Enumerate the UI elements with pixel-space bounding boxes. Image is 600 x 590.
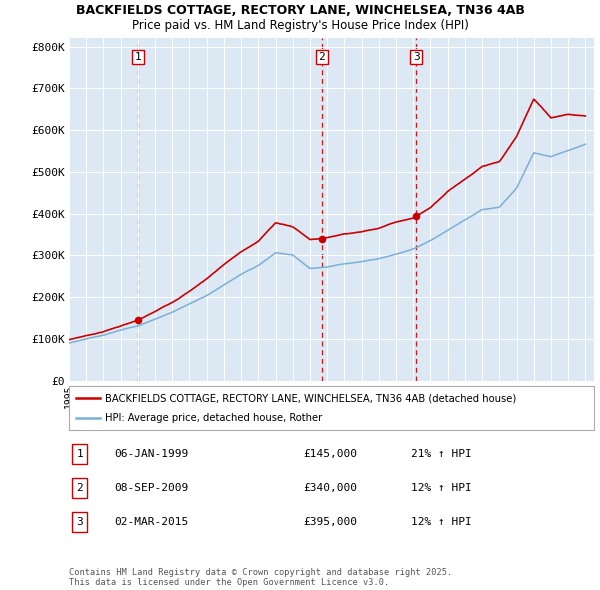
Text: £395,000: £395,000	[303, 517, 357, 527]
Text: BACKFIELDS COTTAGE, RECTORY LANE, WINCHELSEA, TN36 4AB (detached house): BACKFIELDS COTTAGE, RECTORY LANE, WINCHE…	[105, 393, 516, 403]
Text: HPI: Average price, detached house, Rother: HPI: Average price, detached house, Roth…	[105, 413, 322, 423]
Text: 2: 2	[76, 483, 83, 493]
Text: 21% ↑ HPI: 21% ↑ HPI	[411, 449, 472, 458]
Text: 06-JAN-1999: 06-JAN-1999	[114, 449, 188, 458]
Text: 02-MAR-2015: 02-MAR-2015	[114, 517, 188, 527]
Text: 3: 3	[76, 517, 83, 527]
Text: 12% ↑ HPI: 12% ↑ HPI	[411, 517, 472, 527]
Text: BACKFIELDS COTTAGE, RECTORY LANE, WINCHELSEA, TN36 4AB: BACKFIELDS COTTAGE, RECTORY LANE, WINCHE…	[76, 4, 524, 17]
Text: 2: 2	[319, 52, 325, 62]
Text: 1: 1	[76, 449, 83, 458]
Text: 1: 1	[135, 52, 142, 62]
Text: 12% ↑ HPI: 12% ↑ HPI	[411, 483, 472, 493]
Text: £340,000: £340,000	[303, 483, 357, 493]
Text: 08-SEP-2009: 08-SEP-2009	[114, 483, 188, 493]
Text: Price paid vs. HM Land Registry's House Price Index (HPI): Price paid vs. HM Land Registry's House …	[131, 19, 469, 32]
Text: £145,000: £145,000	[303, 449, 357, 458]
Text: 3: 3	[413, 52, 419, 62]
Text: Contains HM Land Registry data © Crown copyright and database right 2025.
This d: Contains HM Land Registry data © Crown c…	[69, 568, 452, 587]
